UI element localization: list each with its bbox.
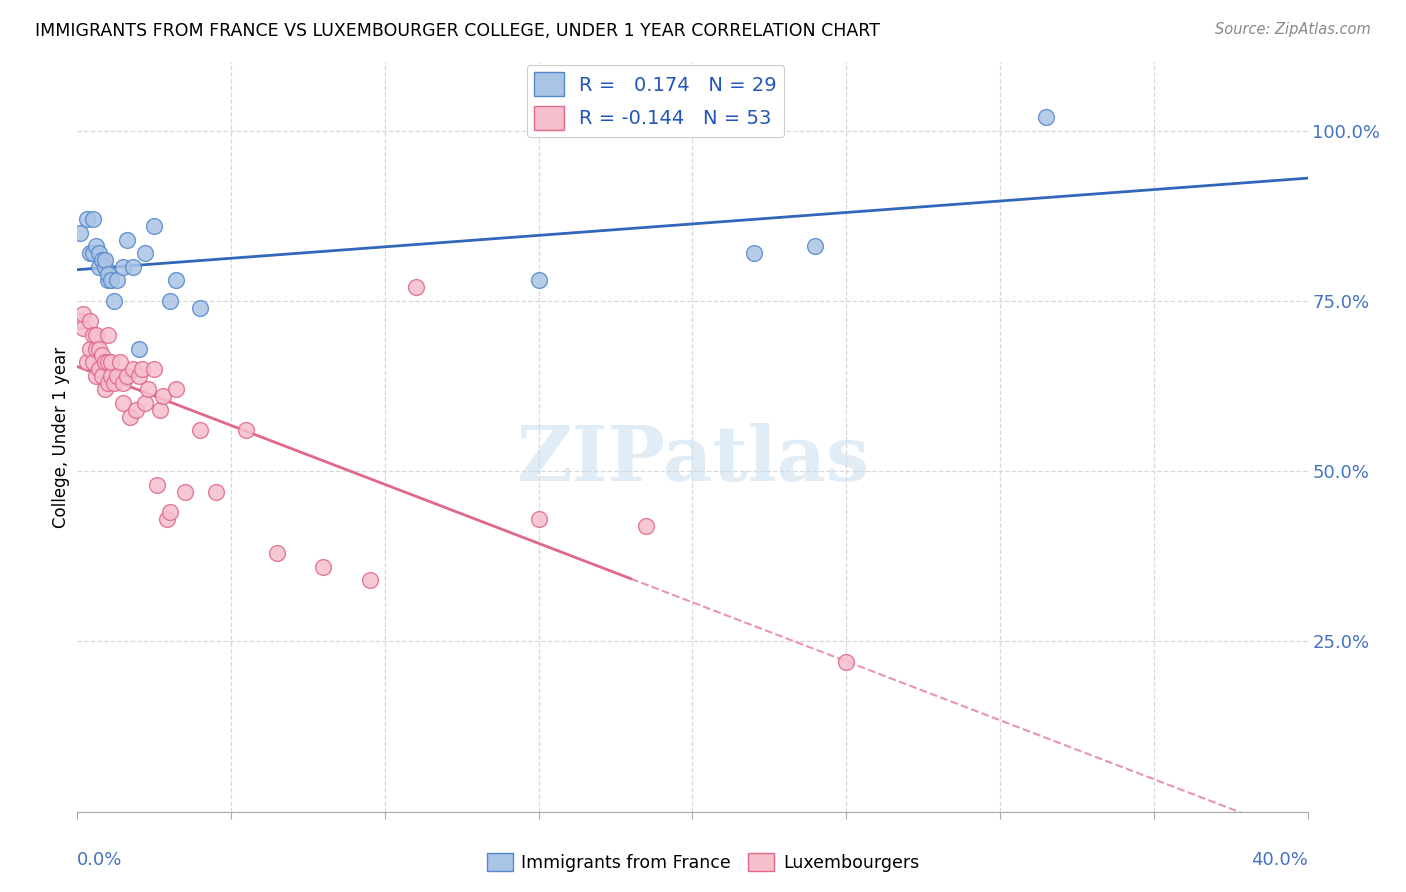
Text: Source: ZipAtlas.com: Source: ZipAtlas.com (1215, 22, 1371, 37)
Point (112, 260, 135, 274)
Point (165, 273, 187, 287)
Y-axis label: College, Under 1 year: College, Under 1 year (52, 346, 70, 528)
Point (527, 512, 550, 526)
Point (97, 327, 120, 342)
Point (155, 512, 177, 526)
Point (79, 246, 101, 260)
Point (90, 348, 114, 362)
Point (90, 252, 114, 267)
Point (128, 342, 150, 356)
Point (69, 226, 91, 240)
Point (100, 368, 122, 383)
Point (235, 423, 257, 437)
Point (835, 655, 858, 669)
Point (359, 573, 381, 587)
Point (87, 246, 110, 260)
Point (84, 368, 107, 383)
Point (79, 342, 101, 356)
Point (84, 342, 107, 356)
Point (115, 368, 138, 383)
Point (94, 260, 117, 274)
Text: IMMIGRANTS FROM FRANCE VS LUXEMBOURGER COLLEGE, UNDER 1 YEAR CORRELATION CHART: IMMIGRANTS FROM FRANCE VS LUXEMBOURGER C… (35, 22, 880, 40)
Point (266, 546, 288, 560)
Point (527, 273, 550, 287)
Point (72, 321, 94, 335)
Point (125, 402, 148, 417)
Point (112, 376, 135, 390)
Point (90, 368, 114, 383)
Legend: Immigrants from France, Luxembourgers: Immigrants from France, Luxembourgers (479, 847, 927, 879)
Point (804, 239, 827, 253)
Point (97, 355, 120, 369)
Point (84, 327, 107, 342)
Point (112, 396, 135, 410)
Point (87, 342, 110, 356)
Text: 40.0%: 40.0% (1251, 851, 1308, 869)
Point (97, 267, 120, 281)
Point (1035, 110, 1057, 124)
Point (97, 376, 120, 390)
Point (94, 252, 117, 267)
Point (636, 518, 658, 533)
Point (188, 423, 212, 437)
Point (84, 239, 107, 253)
Point (100, 273, 122, 287)
Point (121, 260, 143, 274)
Point (152, 389, 174, 403)
Point (110, 355, 132, 369)
Text: 0.0%: 0.0% (77, 851, 122, 869)
Point (76, 212, 98, 227)
Point (204, 484, 226, 499)
Text: ZIPatlas: ZIPatlas (516, 423, 869, 497)
Point (405, 280, 427, 294)
Point (159, 505, 181, 519)
Point (97, 273, 120, 287)
Point (82, 355, 104, 369)
Point (143, 219, 166, 233)
Point (105, 368, 128, 383)
Point (134, 396, 156, 410)
Point (115, 233, 138, 247)
Point (76, 355, 98, 369)
Point (94, 383, 117, 397)
Point (128, 368, 150, 383)
Point (82, 327, 104, 342)
Point (159, 293, 181, 308)
Legend: R =   0.174   N = 29, R = -0.144   N = 53: R = 0.174 N = 29, R = -0.144 N = 53 (527, 64, 785, 137)
Point (136, 383, 159, 397)
Point (174, 484, 197, 499)
Point (87, 260, 110, 274)
Point (94, 355, 117, 369)
Point (118, 409, 141, 424)
Point (87, 362, 110, 376)
Point (165, 383, 187, 397)
Point (134, 246, 156, 260)
Point (79, 314, 101, 328)
Point (82, 246, 104, 260)
Point (121, 362, 143, 376)
Point (69, 314, 91, 328)
Point (82, 212, 104, 227)
Point (103, 376, 125, 390)
Point (143, 362, 166, 376)
Point (312, 559, 335, 574)
Point (72, 308, 94, 322)
Point (103, 293, 125, 308)
Point (100, 355, 122, 369)
Point (188, 301, 212, 315)
Point (146, 477, 169, 491)
Point (149, 402, 172, 417)
Point (131, 362, 153, 376)
Point (105, 273, 128, 287)
Point (742, 246, 765, 260)
